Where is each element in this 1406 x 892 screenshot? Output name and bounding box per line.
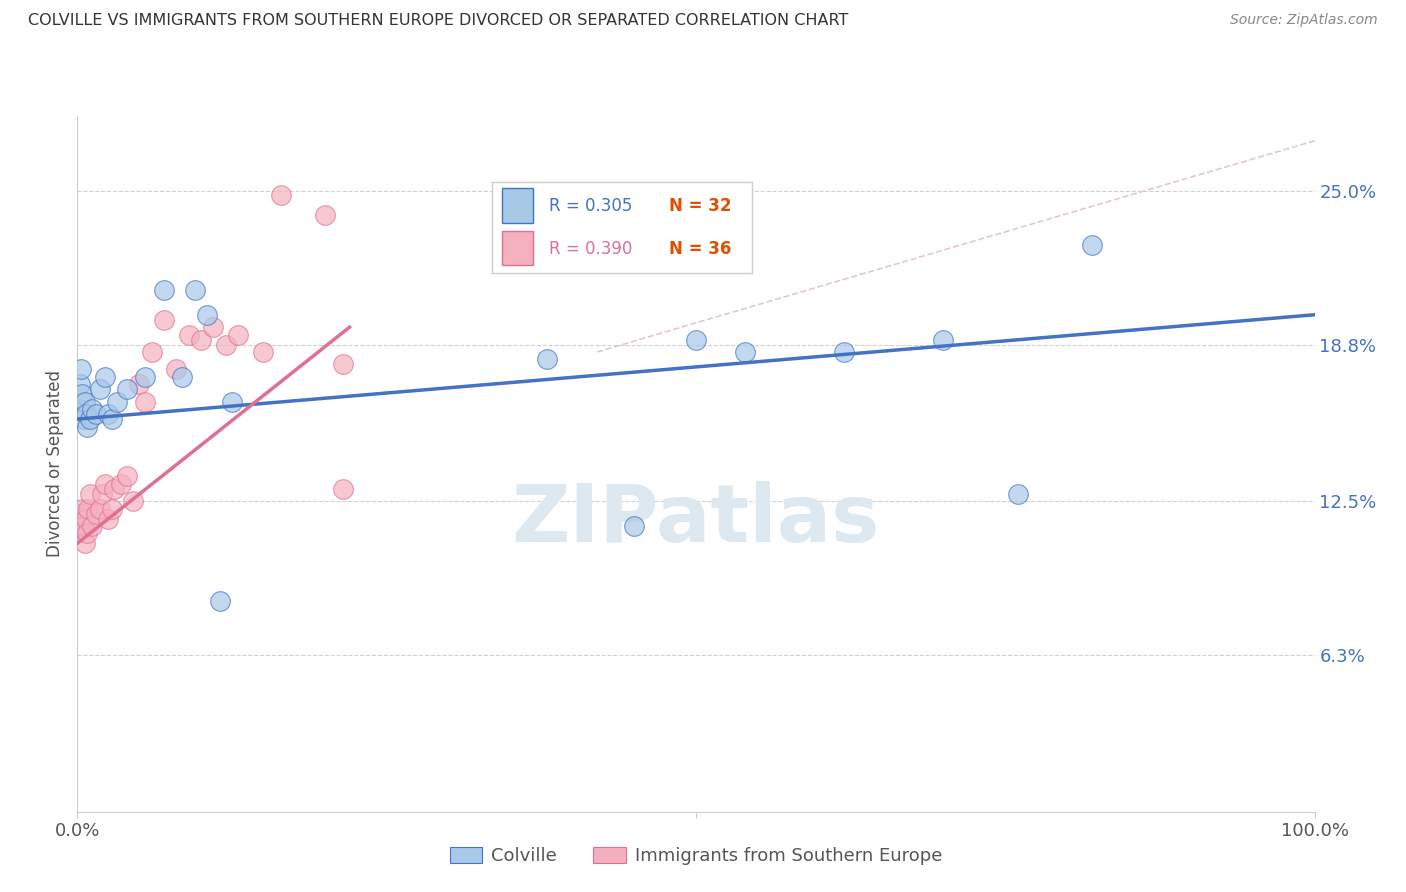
Point [82, 519, 104, 533]
Point [82, 402, 104, 417]
Point [202, 320, 225, 334]
Point [134, 394, 156, 409]
Point [93, 369, 115, 384]
Point [134, 369, 156, 384]
Point [91, 486, 114, 500]
Point [172, 369, 194, 384]
Point [190, 333, 212, 347]
Point [314, 208, 336, 222]
Point [77, 501, 100, 516]
Point [932, 333, 955, 347]
FancyBboxPatch shape [502, 231, 533, 265]
Point [332, 358, 354, 372]
Point [69, 377, 91, 392]
Point [89, 382, 111, 396]
Point [97, 511, 120, 525]
Point [67, 519, 90, 533]
Point [128, 377, 150, 392]
Point [97, 407, 120, 421]
Point [73, 394, 96, 409]
Point [110, 476, 132, 491]
Point [101, 412, 124, 426]
Point [73, 536, 96, 550]
Point [105, 394, 128, 409]
Point [153, 312, 176, 326]
Point [685, 333, 707, 347]
Point [79, 486, 101, 500]
Point [103, 482, 125, 496]
Point [141, 345, 163, 359]
Point [72, 412, 94, 426]
Point [177, 327, 200, 342]
Text: R = 0.390: R = 0.390 [548, 240, 633, 258]
Point [215, 337, 238, 351]
Point [75, 511, 97, 525]
Text: ZIPatlas: ZIPatlas [512, 481, 880, 558]
Point [208, 593, 231, 607]
Point [84, 407, 107, 421]
Point [195, 308, 218, 322]
Point [72, 387, 94, 401]
Point [252, 345, 274, 359]
Point [270, 188, 292, 202]
Point [1007, 486, 1029, 500]
Point [72, 501, 94, 516]
FancyBboxPatch shape [502, 188, 533, 223]
Point [536, 352, 558, 367]
Point [84, 507, 107, 521]
Text: N = 32: N = 32 [668, 196, 731, 215]
Point [1081, 238, 1104, 252]
Point [226, 327, 249, 342]
Y-axis label: Divorced or Separated: Divorced or Separated [46, 370, 65, 558]
Point [115, 469, 138, 483]
Point [332, 482, 354, 496]
Point [115, 382, 138, 396]
Point [70, 507, 93, 521]
Text: R = 0.305: R = 0.305 [548, 196, 633, 215]
Point [70, 362, 93, 376]
Point [79, 412, 101, 426]
Point [76, 526, 98, 541]
Point [184, 283, 207, 297]
Point [623, 519, 645, 533]
Point [89, 501, 111, 516]
Point [75, 407, 97, 421]
Legend: Colville, Immigrants from Southern Europe: Colville, Immigrants from Southern Europ… [443, 839, 949, 872]
Point [101, 501, 124, 516]
Point [165, 362, 187, 376]
Text: N = 36: N = 36 [668, 240, 731, 258]
Point [734, 345, 756, 359]
Text: COLVILLE VS IMMIGRANTS FROM SOUTHERN EUROPE DIVORCED OR SEPARATED CORRELATION CH: COLVILLE VS IMMIGRANTS FROM SOUTHERN EUR… [28, 13, 848, 29]
Text: Source: ZipAtlas.com: Source: ZipAtlas.com [1230, 13, 1378, 28]
Point [834, 345, 856, 359]
Point [76, 419, 98, 434]
Point [72, 519, 94, 533]
Point [122, 494, 145, 508]
Point [153, 283, 176, 297]
Point [67, 402, 90, 417]
Point [93, 476, 115, 491]
Point [69, 511, 91, 525]
Point [221, 394, 243, 409]
